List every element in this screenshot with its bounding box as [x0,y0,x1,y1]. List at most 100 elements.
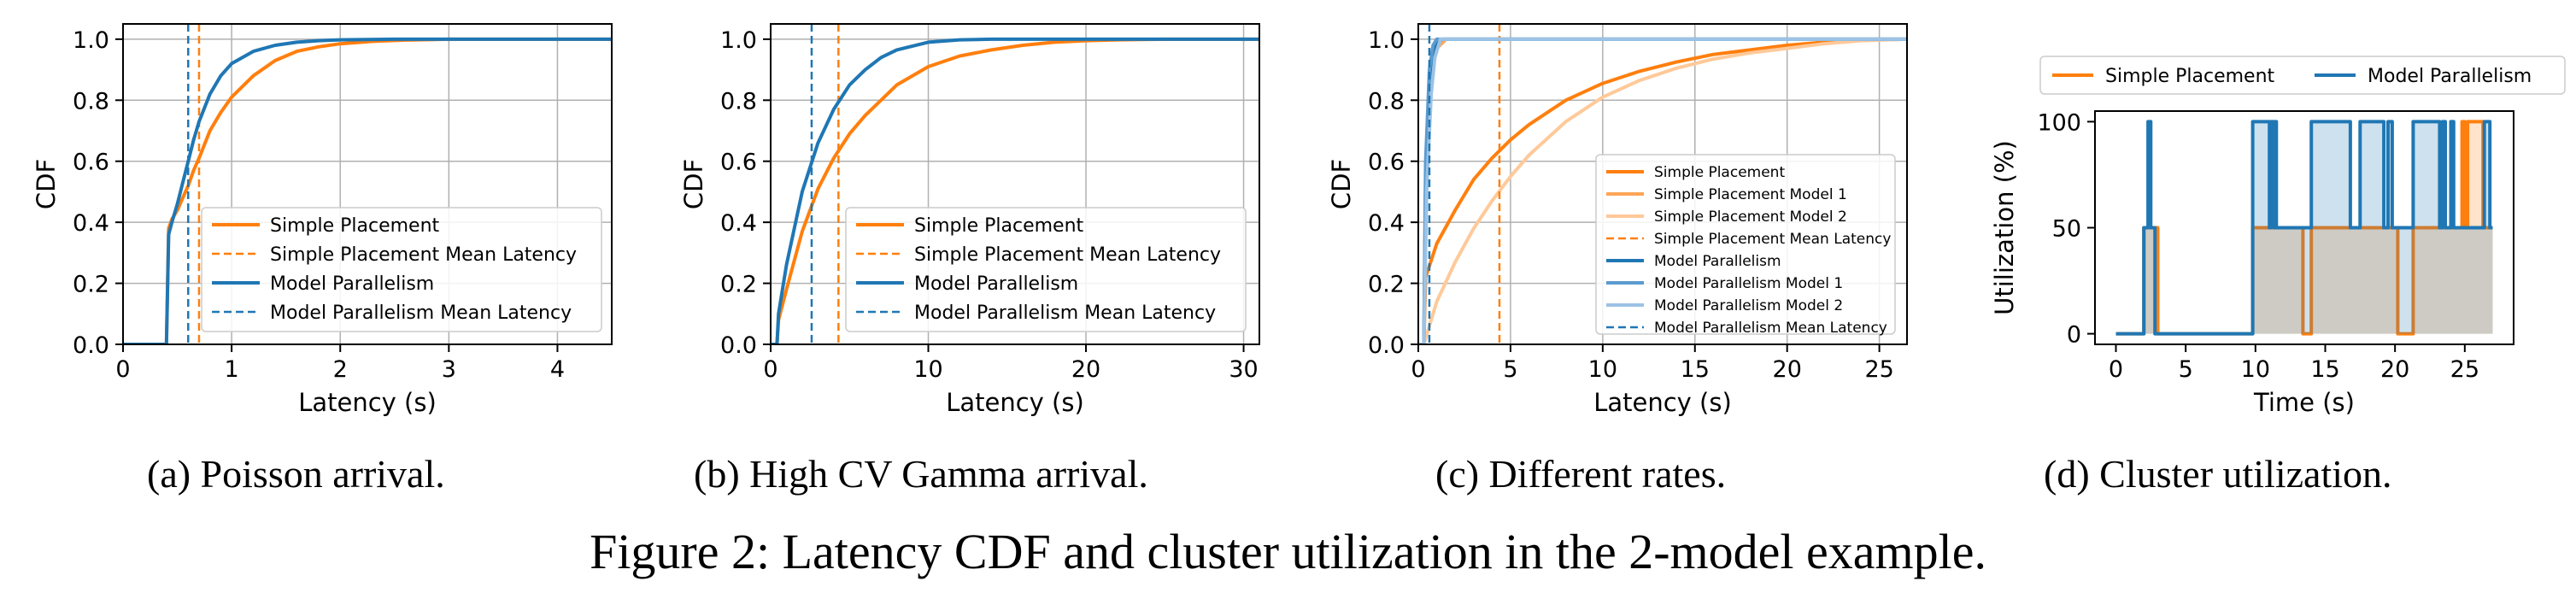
y-tick-label: 0.6 [1368,150,1405,176]
legend-box [2039,56,2566,95]
series-d-1-line [2115,120,2493,336]
chart-d: 0 5 10 15 20 25 0 50 100 Time (s) Utilization (%) S… [1990,56,2566,417]
axes-frame [770,23,1260,345]
y-tick-label: 0.2 [1368,272,1405,298]
y-tick-label: 0.6 [720,150,757,176]
plot-area-a [123,24,612,344]
series-b-2-line [771,37,1259,344]
plot-area-b [771,24,1259,344]
y-tick-label: 100 [2037,109,2081,136]
legend-entry: Simple Placement Model 2 [1654,208,1847,226]
x-tick-label: 10 [2241,356,2270,383]
series-c-6-line [1418,37,1907,344]
y-tick-label: 0.0 [720,332,757,359]
x-tick-label: 15 [2310,356,2339,383]
y-tick-label: 1.0 [1368,27,1405,54]
legend-box [845,207,1247,332]
y-tick-label: 1.0 [73,27,109,54]
x-axis-label: Latency (s) [298,388,437,417]
axes-frame [122,23,613,345]
legend-d: Simple Placement Model Parallelism [2039,56,2566,95]
x-tick-label: 0 [2109,356,2123,383]
y-axis-label: CDF [679,159,708,209]
chart-b: 0 10 20 30 0.0 0.2 0.4 0.6 0.8 1.0 Latency (s) CDF S… [679,23,1260,417]
plot-area-c [1418,24,1907,344]
legend-entry: Model Parallelism Mean Latency [914,302,1216,324]
y-tick-label: 0.4 [73,210,109,237]
y-tick-label: 0.4 [720,210,757,237]
legend-entry: Model Parallelism [914,273,1078,295]
x-tick-label: 1 [225,356,239,383]
legend-entry: Model Parallelism Model 2 [1654,297,1843,314]
legend-entry: Model Parallelism Mean Latency [270,302,572,324]
legend-entry: Simple Placement [1654,164,1785,181]
legend-c: Simple Placement Simple Placement Model 1… [1595,154,1896,337]
x-tick-label: 25 [1864,356,1893,383]
plot-area-d [2115,120,2493,336]
x-axis-label: Latency (s) [946,388,1084,417]
legend-entry: Simple Placement [914,215,1084,237]
x-tick-label: 20 [1071,356,1100,383]
legend-a: Simple Placement Simple Placement Mean La… [201,207,602,332]
x-axis-label: Latency (s) [1593,388,1732,417]
x-tick-label: 25 [2450,356,2479,383]
series-a-2-line [123,37,612,344]
x-tick-label: 5 [1503,356,1517,383]
x-tick-label: 0 [1411,356,1425,383]
series-c-2-line [1418,37,1907,344]
legend-entry: Simple Placement [2105,66,2275,87]
x-tick-label: 3 [442,356,456,383]
y-tick-label: 0.0 [1368,332,1405,359]
chart-c: 0 5 10 15 20 25 0.0 0.2 0.4 0.6 0.8 1.0 Latency (s) C… [1327,23,1908,417]
x-tick-label: 5 [2179,356,2193,383]
caption-c: (c) Different rates. [1435,452,1727,496]
x-axis-label: Time (s) [2253,388,2355,417]
legend-entry: Simple Placement [270,215,440,237]
legend-entry: Model Parallelism [1654,253,1781,270]
caption-a: (a) Poisson arrival. [147,452,445,496]
legend-entry: Simple Placement Mean Latency [270,244,577,266]
legend-entry: Model Parallelism Mean Latency [1654,320,1887,337]
y-tick-label: 50 [2052,216,2081,243]
legend-box [1595,154,1896,335]
legend-entry: Simple Placement Mean Latency [1654,231,1891,248]
series-c-5-line [1418,37,1907,344]
x-tick-label: 0 [763,356,777,383]
y-tick-label: 0.8 [1368,88,1405,114]
y-tick-label: 0.2 [720,272,757,298]
caption-d: (d) Cluster utilization. [2044,452,2392,496]
caption-b: (b) High CV Gamma arrival. [694,452,1148,496]
legend-b: Simple Placement Simple Placement Mean La… [845,207,1247,332]
y-tick-label: 0.2 [73,272,109,298]
y-tick-label: 0.6 [73,150,109,176]
legend-box [201,207,602,332]
y-tick-label: 0.8 [720,88,757,114]
x-tick-label: 20 [1773,356,1802,383]
y-tick-label: 0.0 [73,332,109,359]
x-tick-label: 0 [115,356,130,383]
legend-entry: Model Parallelism [270,273,434,295]
x-tick-label: 20 [2380,356,2409,383]
x-tick-label: 2 [333,356,348,383]
legend-entry: Simple Placement Mean Latency [914,244,1221,266]
axes-frame [1417,23,1908,345]
y-axis-label: CDF [32,159,61,209]
series-c-0-line [1418,37,1907,344]
x-tick-label: 30 [1229,356,1258,383]
x-tick-label: 10 [913,356,942,383]
figure-caption: Figure 2: Latency CDF and cluster utiliz… [590,524,1986,579]
x-tick-label: 10 [1588,356,1617,383]
y-tick-label: 0.4 [1368,210,1405,237]
y-tick-label: 0 [2067,322,2081,349]
x-tick-label: 15 [1681,356,1710,383]
y-axis-label: CDF [1327,159,1356,209]
series-d-0-line [2115,120,2493,336]
x-tick-label: 4 [550,356,565,383]
legend-entry: Model Parallelism Model 1 [1654,275,1843,292]
legend-entry: Simple Placement Model 1 [1654,186,1847,203]
y-tick-label: 1.0 [720,27,757,54]
y-tick-label: 0.8 [73,88,109,114]
chart-a: 0 1 2 3 4 0.0 0.2 0.4 0.6 0.8 1.0 Latency (s) CDF Sim… [32,23,613,417]
legend-entry: Model Parallelism [2368,66,2532,87]
